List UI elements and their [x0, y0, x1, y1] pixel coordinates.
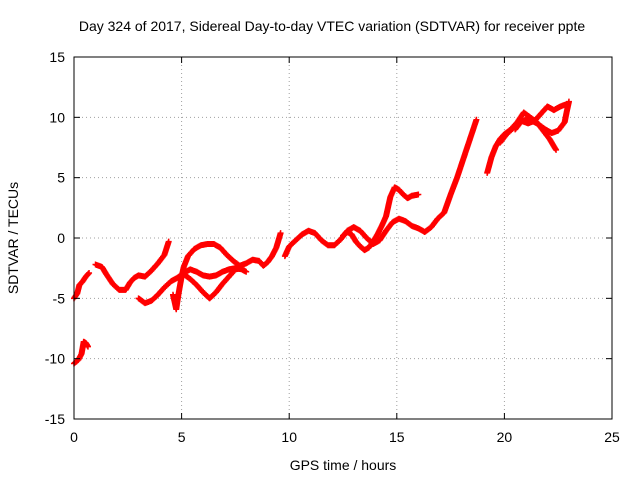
series-s5 — [169, 230, 284, 313]
data-points — [71, 98, 572, 367]
y-tick-label: 10 — [49, 109, 65, 125]
y-tick-label: 15 — [49, 49, 65, 65]
data-point — [165, 238, 172, 245]
series-s7 — [281, 116, 480, 260]
series-s1 — [71, 338, 91, 367]
series-s3 — [92, 238, 172, 293]
data-point — [563, 101, 570, 108]
y-tick-label: -10 — [45, 351, 65, 367]
data-point — [415, 191, 422, 198]
y-tick-label: 0 — [57, 230, 65, 246]
x-axis-label: GPS time / hours — [290, 457, 397, 473]
y-tick-label: -5 — [53, 290, 66, 306]
series-s2 — [71, 269, 93, 302]
data-point — [86, 269, 93, 276]
data-point — [277, 230, 284, 237]
data-point — [84, 343, 91, 350]
y-tick-label: 5 — [57, 170, 65, 186]
data-point — [238, 265, 245, 272]
data-point — [473, 116, 480, 123]
x-tick-label: 0 — [70, 429, 78, 445]
data-point — [553, 146, 560, 153]
chart-title: Day 324 of 2017, Sidereal Day-to-day VTE… — [79, 18, 586, 34]
x-tick-label: 25 — [604, 429, 620, 445]
series-s11 — [512, 101, 570, 133]
y-tick-label: -15 — [45, 411, 65, 427]
x-tick-label: 15 — [389, 429, 405, 445]
data-point — [243, 268, 250, 275]
y-axis-label: SDTVAR / TECUs — [5, 182, 21, 294]
x-tick-label: 10 — [281, 429, 297, 445]
axis-ticks: 0 5 10 15 20 25 -15 -10 -5 0 5 10 15 — [45, 49, 620, 445]
series-s6 — [180, 265, 245, 302]
x-tick-label: 20 — [497, 429, 513, 445]
series-s8 — [340, 184, 422, 254]
x-tick-label: 5 — [178, 429, 186, 445]
